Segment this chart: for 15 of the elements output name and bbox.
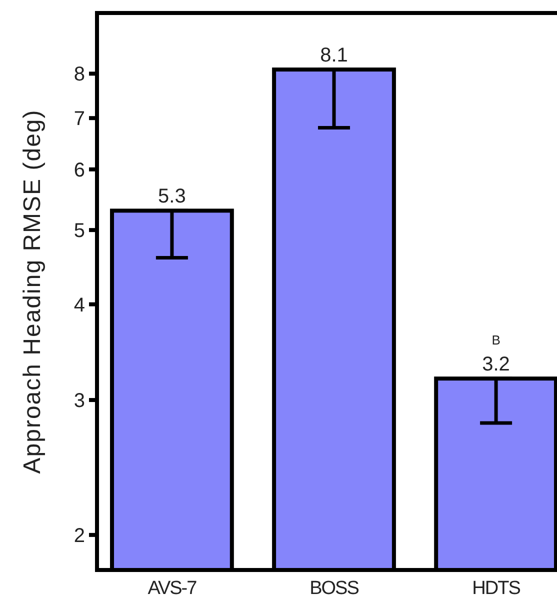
y-tick-label: 2 [74,524,85,547]
x-tick-label: HDTS [472,578,520,599]
y-tick-label: 7 [74,108,85,130]
y-tick-label: 4 [74,294,85,316]
x-tick-label: AVS-7 [148,578,197,599]
annotation: B [492,332,500,348]
data-label: 3.2 [482,354,510,376]
data-label: 5.3 [158,186,186,208]
x-tick-label: BOSS [310,578,359,599]
y-axis-title: Approach Heading RMSE (deg) [19,109,46,474]
y-tick-label: 3 [74,390,85,412]
y-tick-label: 6 [74,159,85,182]
y-tick-label: 8 [74,64,85,86]
data-label: 8.1 [320,44,348,67]
y-tick-label: 5 [74,220,85,242]
